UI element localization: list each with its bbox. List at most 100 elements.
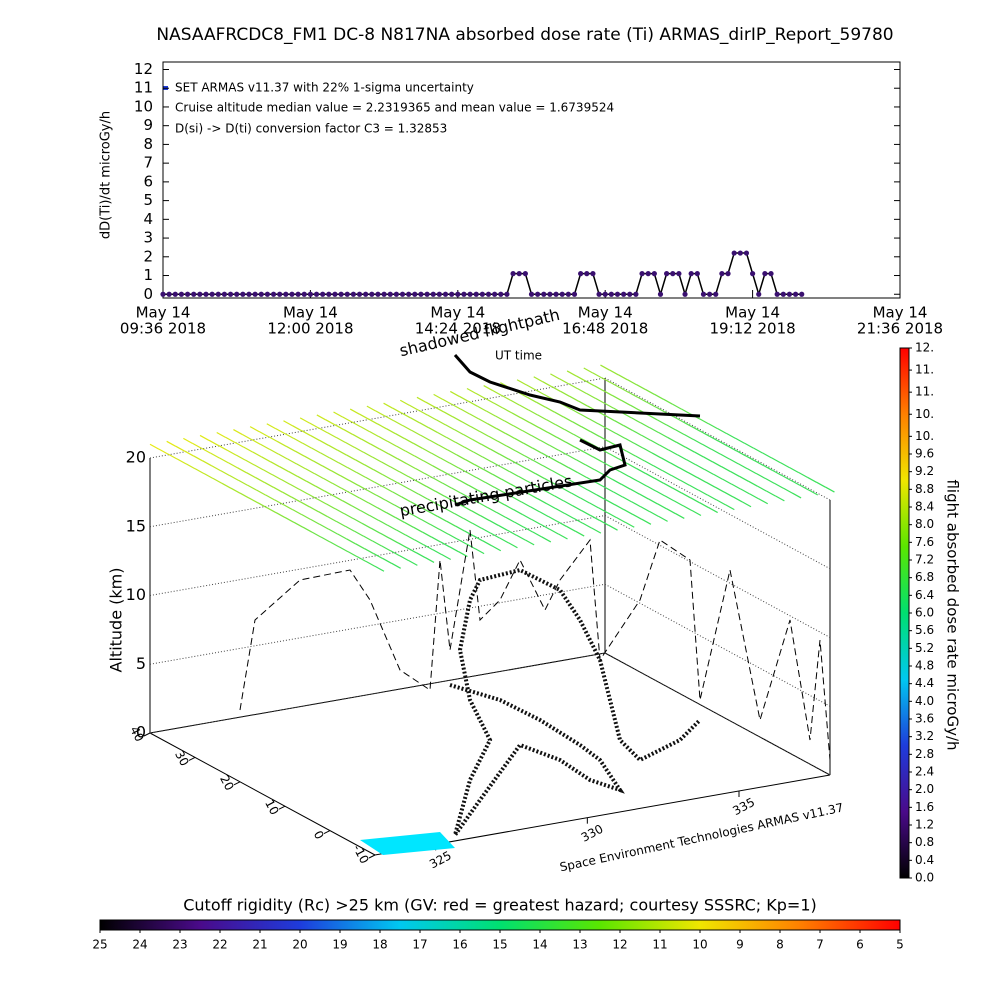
dose-hatch xyxy=(500,466,510,473)
dose-hatch xyxy=(438,528,449,535)
data-point xyxy=(473,291,479,297)
dose-hatch xyxy=(722,478,733,485)
dose-hatch xyxy=(559,378,569,385)
dose-hatch xyxy=(275,512,286,519)
colorbar-tick-label: 7 xyxy=(816,938,824,952)
dose-hatch xyxy=(362,451,373,458)
dose-hatch xyxy=(382,473,392,480)
grid-line xyxy=(604,446,831,570)
dose-hatch xyxy=(632,513,643,520)
dose-hatch xyxy=(480,443,491,450)
plot-3d: 0 5 10 15 20 -10 0 10 20 30 40 325 330 335 Altitude (k… xyxy=(107,305,845,874)
dose-hatch xyxy=(749,493,760,500)
dose-hatch xyxy=(574,530,585,537)
dose-hatch xyxy=(674,428,685,436)
dose-hatch xyxy=(270,461,281,468)
data-point xyxy=(676,271,682,277)
dose-hatch xyxy=(347,467,358,474)
dose-hatch xyxy=(212,477,223,484)
colorbar-tick-label: 2.8 xyxy=(915,747,934,761)
data-point xyxy=(651,271,657,277)
data-point xyxy=(369,291,375,297)
dose-hatch xyxy=(545,406,555,413)
colorbar-tick-label: 1.2 xyxy=(915,818,934,832)
dose-hatch xyxy=(449,546,459,553)
dose-hatch xyxy=(575,375,586,382)
dose-hatch xyxy=(483,469,494,476)
dose-hatch xyxy=(342,416,352,423)
dose-hatch xyxy=(518,475,528,482)
dose-hatch xyxy=(677,454,688,461)
dose-hatch xyxy=(550,457,560,464)
y-axis-label: dD(Ti)/dt microGy/h xyxy=(99,111,114,239)
dose-hatch xyxy=(396,445,406,452)
dose-hatch xyxy=(493,486,504,493)
colorbar-tick-label: 8.4 xyxy=(915,500,934,514)
dose-hatch xyxy=(622,412,632,419)
dose-hatch xyxy=(459,395,469,402)
dose-hatch xyxy=(479,514,490,521)
dose-hatch xyxy=(379,532,390,539)
dose-hatch xyxy=(363,535,373,542)
annotation: Space Environment Technologies ARMAS v11… xyxy=(558,800,844,874)
dose-hatch xyxy=(707,494,717,501)
dose-hatch xyxy=(375,410,386,417)
dose-hatch xyxy=(649,427,659,434)
dose-hatch xyxy=(527,396,537,403)
dose-hatch xyxy=(273,486,283,493)
colorbar xyxy=(99,919,901,931)
data-point xyxy=(743,250,750,256)
dose-hatch xyxy=(481,527,491,534)
dose-hatch xyxy=(314,472,324,480)
dose-hatch xyxy=(654,393,664,400)
dose-hatch xyxy=(505,516,516,523)
colorbar-tick-label: 0.0 xyxy=(915,871,934,885)
dose-hatch xyxy=(624,437,635,444)
dose-hatch xyxy=(423,460,433,467)
dose-hatch xyxy=(219,457,229,464)
dose-hatch xyxy=(513,425,523,432)
dose-hatch xyxy=(279,466,290,473)
dose-hatch xyxy=(463,517,473,524)
data-point xyxy=(184,291,191,297)
data-point xyxy=(313,291,320,297)
dose-hatch xyxy=(808,489,819,496)
dose-hatch xyxy=(261,456,272,463)
data-point xyxy=(565,291,571,297)
data-point xyxy=(252,291,258,297)
dose-hatch xyxy=(282,491,292,498)
dose-hatch xyxy=(488,435,499,442)
dose-hatch xyxy=(628,391,639,398)
dose-hatch xyxy=(632,429,643,436)
dose-hatch xyxy=(426,414,437,421)
dose-hatch xyxy=(529,422,540,429)
colorbar-tick-label: 7.6 xyxy=(915,535,934,549)
dose-hatch xyxy=(673,416,684,423)
dose-hatch xyxy=(306,480,317,487)
dose-hatch xyxy=(355,459,365,466)
data-point xyxy=(492,291,498,297)
data-point xyxy=(670,271,676,277)
flight-curtain xyxy=(239,529,831,761)
dose-hatch xyxy=(193,455,203,462)
dose-hatch xyxy=(630,488,640,495)
dose-hatch xyxy=(383,486,394,493)
dose-hatch xyxy=(703,456,713,463)
colorbar-tick-label: 10. xyxy=(915,429,934,443)
dose-hatch xyxy=(648,498,658,505)
dose-hatch xyxy=(647,414,658,421)
dose-hatch xyxy=(452,416,463,423)
data-point xyxy=(639,271,645,277)
dose-hatch xyxy=(772,469,783,476)
annotation: precipitating particles xyxy=(398,471,574,520)
dose-hatch xyxy=(816,481,826,488)
dose-hatch xyxy=(474,548,485,555)
dose-hatch xyxy=(477,489,487,496)
data-point xyxy=(412,291,418,297)
dose-hatch xyxy=(790,479,801,486)
dose-hatch xyxy=(260,443,270,450)
colorbar-label: Cutoff rigidity (Rc) >25 km (GV: red = g… xyxy=(183,896,817,915)
dose-hatch xyxy=(425,485,436,492)
x-tick-label: 335 xyxy=(730,795,757,818)
dose-hatch xyxy=(497,440,508,447)
